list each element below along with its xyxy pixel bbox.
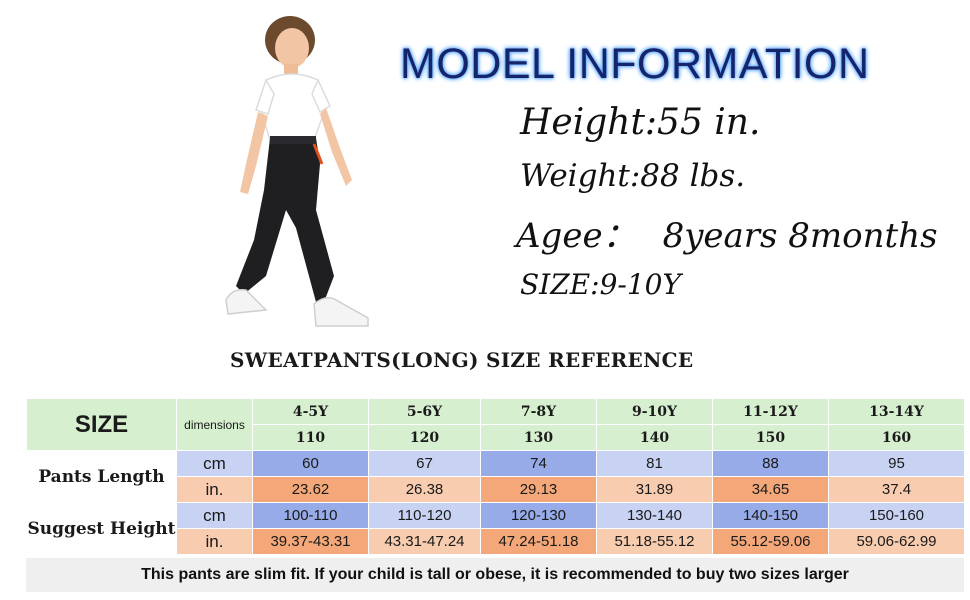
table-cell: 23.62 xyxy=(252,476,369,503)
model-size: SIZE:9-10Y xyxy=(520,268,681,301)
column-age: 7-8Y xyxy=(480,398,597,425)
column-age: 13-14Y xyxy=(828,398,965,425)
table-cell: 150-160 xyxy=(828,502,965,529)
table-cell: 51.18-55.12 xyxy=(596,528,713,555)
column-size: 150 xyxy=(712,424,829,451)
fit-note: This pants are slim fit. If your child i… xyxy=(26,558,964,592)
column-age: 5-6Y xyxy=(368,398,481,425)
table-cell: 67 xyxy=(368,450,481,477)
table-cell: 140-150 xyxy=(712,502,829,529)
table-cell: 74 xyxy=(480,450,597,477)
size-table-title: SWEATPANTS(LONG) SIZE REFERENCE xyxy=(230,348,694,372)
model-information-title: MODEL INFORMATION xyxy=(400,40,870,88)
column-age: 11-12Y xyxy=(712,398,829,425)
table-cell: 59.06-62.99 xyxy=(828,528,965,555)
table-cell: 31.89 xyxy=(596,476,713,503)
table-cell: 26.38 xyxy=(368,476,481,503)
table-cell: 81 xyxy=(596,450,713,477)
column-age: 9-10Y xyxy=(596,398,713,425)
table-cell: 110-120 xyxy=(368,502,481,529)
table-cell: 34.65 xyxy=(712,476,829,503)
model-age-value: 8years 8months xyxy=(662,216,938,256)
model-age-label: Agee： xyxy=(516,216,637,256)
dimensions-header: dimensions xyxy=(176,398,253,451)
table-cell: 88 xyxy=(712,450,829,477)
column-size: 110 xyxy=(252,424,369,451)
table-cell: 95 xyxy=(828,450,965,477)
table-cell: 43.31-47.24 xyxy=(368,528,481,555)
table-cell: 60 xyxy=(252,450,369,477)
table-cell: 100-110 xyxy=(252,502,369,529)
unit-in: in. xyxy=(176,476,253,503)
table-cell: 37.4 xyxy=(828,476,965,503)
column-size: 120 xyxy=(368,424,481,451)
row-label-suggest-height: Suggest Height xyxy=(26,502,177,555)
unit-cm: cm xyxy=(176,502,253,529)
column-age: 4-5Y xyxy=(252,398,369,425)
unit-cm: cm xyxy=(176,450,253,477)
column-size: 140 xyxy=(596,424,713,451)
unit-in: in. xyxy=(176,528,253,555)
table-cell: 55.12-59.06 xyxy=(712,528,829,555)
column-size: 160 xyxy=(828,424,965,451)
model-weight: Weight:88 lbs. xyxy=(520,158,746,194)
model-age: Agee： 8years 8months xyxy=(516,208,938,257)
column-size: 130 xyxy=(480,424,597,451)
table-cell: 29.13 xyxy=(480,476,597,503)
table-cell: 120-130 xyxy=(480,502,597,529)
model-photo xyxy=(222,14,382,332)
size-header: SIZE xyxy=(26,398,177,451)
table-cell: 39.37-43.31 xyxy=(252,528,369,555)
table-cell: 130-140 xyxy=(596,502,713,529)
table-cell: 47.24-51.18 xyxy=(480,528,597,555)
model-height: Height:55 in. xyxy=(520,102,761,143)
row-label-pants-length: Pants Length xyxy=(26,450,177,503)
size-table: SIZE dimensions 4-5Y 5-6Y 7-8Y 9-10Y 11-… xyxy=(26,398,965,555)
